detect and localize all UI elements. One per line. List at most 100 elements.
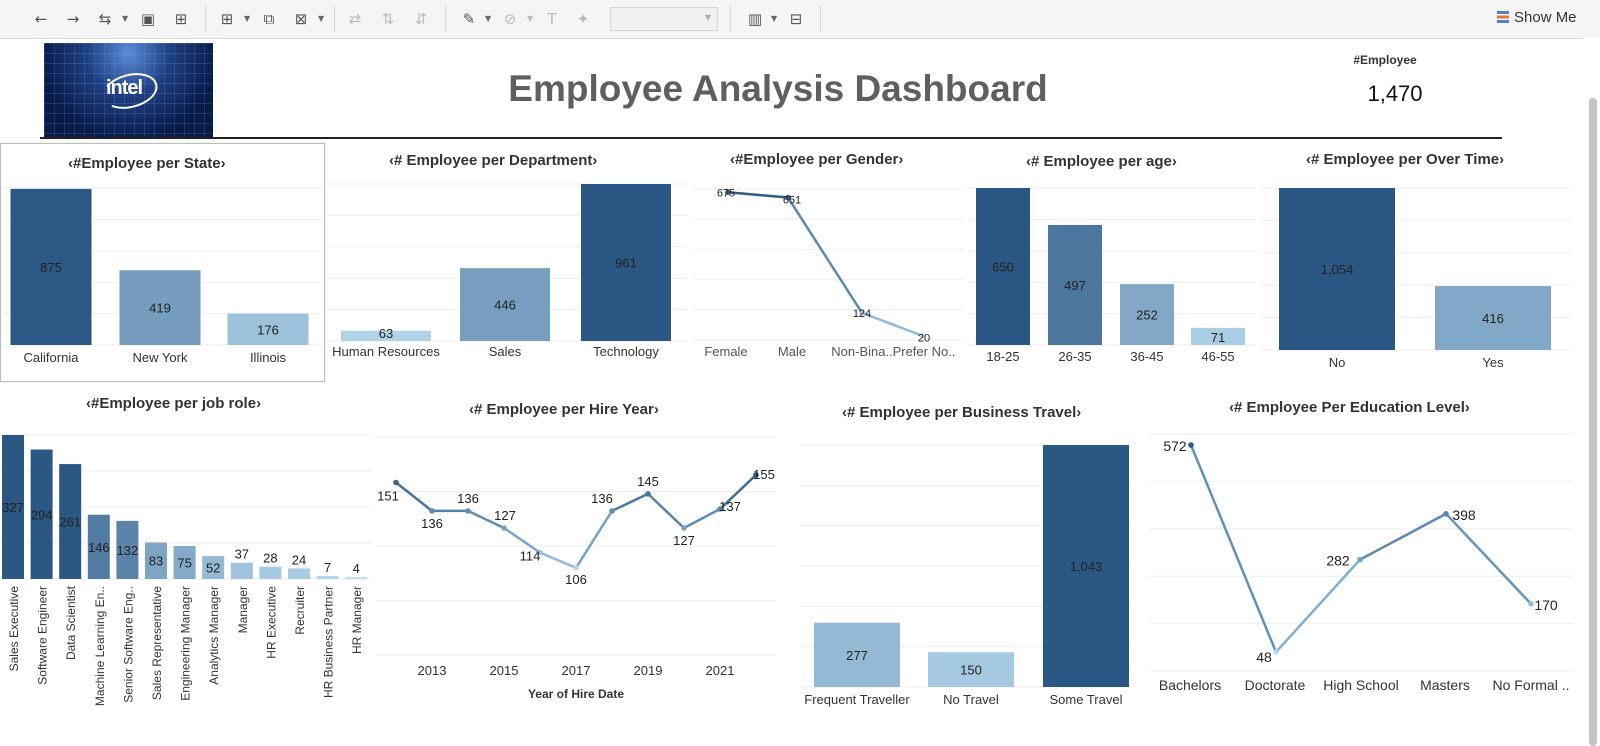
gender-point: [859, 310, 865, 316]
toolbar-divider: [205, 6, 206, 32]
hireyear-line-segment: [574, 509, 614, 570]
state-bar-label: 419: [149, 301, 171, 316]
gender-line-segment: [786, 196, 864, 315]
jobrole-bar-label: 75: [177, 555, 191, 570]
jobrole-category-label: HR Manager: [350, 586, 364, 654]
panel-title-age[interactable]: ‹# Employee per age›: [1026, 153, 1177, 170]
undo-icon[interactable]: ←: [34, 10, 48, 28]
scrollbar-thumb[interactable]: [1589, 98, 1597, 746]
new-worksheet-icon[interactable]: ⊞: [220, 10, 234, 28]
kpi-label: #Employee: [1353, 53, 1417, 67]
hireyear-point-label: 127: [494, 508, 516, 523]
state-bar: [119, 270, 201, 345]
jobrole-bar: [145, 542, 167, 579]
education-category-label: Doctorate: [1245, 677, 1306, 693]
new-datasource-icon[interactable]: ⊞: [174, 10, 188, 28]
hireyear-point-label: 136: [591, 491, 613, 506]
gender-line-segment: [860, 311, 924, 337]
jobrole-bar-label: 28: [263, 551, 277, 566]
panel-title-state[interactable]: ‹#Employee per State›: [68, 155, 226, 172]
chevron-down-icon[interactable]: ▼: [122, 14, 129, 23]
hireyear-tick-label: 2021: [706, 663, 735, 678]
chevron-down-icon[interactable]: ▼: [527, 14, 534, 23]
chevron-down-icon[interactable]: ▼: [244, 14, 251, 23]
jobrole-category-label: Recruiter: [293, 586, 307, 635]
panel-title-overtime[interactable]: ‹# Employee per Over Time›: [1306, 151, 1505, 168]
circuit-pattern: [44, 43, 213, 137]
hireyear-point-label: 136: [421, 516, 443, 531]
state-bar: [10, 188, 92, 345]
fix-axes-icon[interactable]: ✦: [576, 10, 590, 28]
replay-icon[interactable]: ⇆: [98, 10, 112, 28]
jobrole-bar: [30, 449, 53, 579]
jobrole-bar-label: 4: [353, 561, 360, 576]
panel-title-department[interactable]: ‹# Employee per Department›: [389, 152, 598, 169]
panel-title-travel[interactable]: ‹# Employee per Business Travel›: [842, 404, 1082, 421]
panel-title-jobrole[interactable]: ‹#Employee per job role›: [86, 395, 262, 412]
chevron-down-icon[interactable]: ▼: [318, 14, 325, 23]
hireyear-point-label: 114: [520, 549, 541, 564]
education-point: [1188, 442, 1194, 448]
presentation-mode-icon[interactable]: ⊟: [789, 10, 803, 28]
group-members-icon[interactable]: ⊘: [503, 10, 517, 28]
sort-ascending-icon[interactable]: ⇅: [381, 10, 395, 28]
hireyear-line-segment: [394, 481, 434, 513]
vertical-scrollbar[interactable]: [1583, 38, 1600, 746]
panel-title-hireyear[interactable]: ‹# Employee per Hire Year›: [469, 401, 659, 418]
department-bar: [341, 330, 431, 341]
chevron-down-icon[interactable]: ▼: [771, 14, 778, 23]
jobrole-bar: [173, 545, 196, 579]
jobrole-bar-label: 24: [292, 552, 306, 567]
gender-point-label: 675: [717, 187, 735, 199]
highlight-icon[interactable]: ✎: [462, 10, 476, 28]
jobrole-category-label: Software Engineer: [36, 586, 50, 685]
chevron-down-icon[interactable]: ▼: [485, 14, 492, 23]
selected-zone-border: [0, 143, 325, 382]
swap-rows-columns-icon[interactable]: ⇄: [348, 10, 362, 28]
show-me-button[interactable]: Show Me: [1497, 9, 1577, 26]
toolbar-divider: [445, 6, 446, 32]
panel-title-gender[interactable]: ‹#Employee per Gender›: [730, 151, 904, 168]
hireyear-tick-label: 2017: [562, 663, 591, 678]
state-category-label: California: [24, 350, 80, 365]
chevron-down-icon: ▼: [704, 13, 711, 22]
hireyear-line-segment: [646, 492, 686, 530]
hireyear-point: [681, 525, 687, 531]
show-me-icon: [1497, 11, 1509, 23]
education-line-segment: [1444, 512, 1533, 606]
education-point-label: 170: [1534, 597, 1558, 613]
travel-category-label: Frequent Traveller: [804, 692, 910, 707]
travel-bar: [814, 622, 900, 687]
jobrole-bar-label: 7: [324, 560, 331, 575]
department-bar-label: 446: [494, 298, 516, 313]
state-category-label: New York: [133, 350, 188, 365]
education-point: [1528, 601, 1534, 607]
hireyear-point: [465, 508, 471, 514]
save-icon[interactable]: ▣: [140, 10, 156, 28]
clear-sheet-icon[interactable]: ⊠: [294, 10, 308, 28]
duplicate-sheet-icon[interactable]: ⧉: [263, 10, 275, 28]
hireyear-point: [753, 472, 759, 478]
travel-bar-label: 1,043: [1070, 559, 1103, 574]
gender-point-label: 651: [783, 195, 801, 207]
fit-dropdown[interactable]: ▼: [610, 7, 718, 31]
jobrole-bar: [116, 520, 139, 579]
jobrole-bar: [288, 568, 310, 579]
jobrole-bar-label: 52: [206, 561, 220, 576]
fit-width-icon[interactable]: ▥: [747, 10, 763, 28]
sort-descending-icon[interactable]: ⇵: [414, 10, 428, 28]
jobrole-bar-label: 83: [149, 554, 163, 569]
hireyear-tick-label: 2015: [490, 663, 519, 678]
age-category-label: 18-25: [986, 349, 1019, 364]
jobrole-bar: [87, 514, 110, 579]
jobrole-category-label: Machine Learning En..: [93, 586, 107, 706]
panel-title-education[interactable]: ‹# Employee Per Education Level›: [1229, 399, 1470, 416]
redo-icon[interactable]: →: [66, 10, 80, 28]
hireyear-line-segment: [610, 492, 650, 513]
gender-point: [919, 332, 925, 339]
jobrole-bar: [59, 464, 82, 579]
department-bar-label: 961: [615, 256, 637, 271]
show-me-label: Show Me: [1514, 9, 1577, 26]
show-mark-labels-icon[interactable]: T: [547, 10, 557, 28]
gender-category-label: Non-Bina..: [831, 344, 892, 359]
